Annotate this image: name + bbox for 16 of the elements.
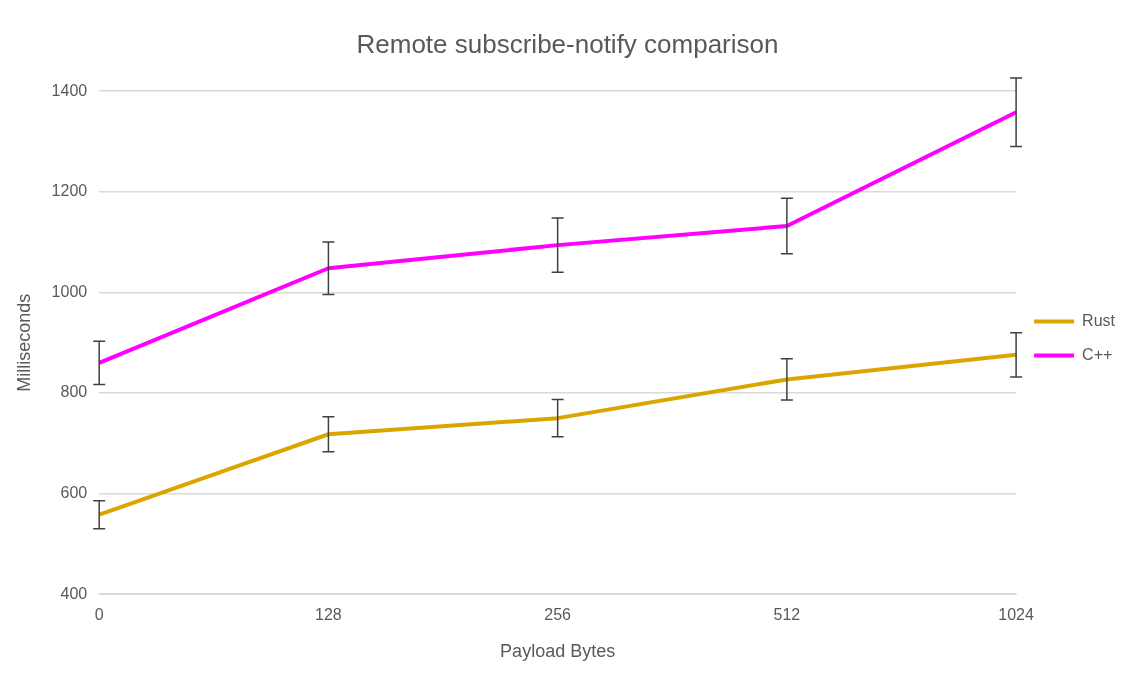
y-tick-label: 1400 bbox=[51, 81, 88, 99]
legend-label: Rust bbox=[1082, 311, 1116, 329]
x-tick-label: 256 bbox=[544, 606, 572, 624]
x-tick-label: 0 bbox=[94, 606, 104, 624]
legend-label: C++ bbox=[1082, 345, 1113, 363]
y-tick-label: 1200 bbox=[51, 182, 88, 200]
y-tick-label: 400 bbox=[60, 584, 88, 602]
x-tick-label: 512 bbox=[773, 606, 801, 624]
y-tick-label: 800 bbox=[60, 383, 88, 401]
y-tick-label: 1000 bbox=[51, 282, 88, 300]
x-tick-label: 1024 bbox=[998, 606, 1034, 624]
y-tick-label: 600 bbox=[60, 484, 88, 502]
y-axis-title: Milliseconds bbox=[13, 293, 34, 392]
x-tick-label: 128 bbox=[315, 606, 342, 624]
chart-title: Remote subscribe-notify comparison bbox=[356, 28, 779, 59]
x-axis-title: Payload Bytes bbox=[500, 641, 616, 662]
